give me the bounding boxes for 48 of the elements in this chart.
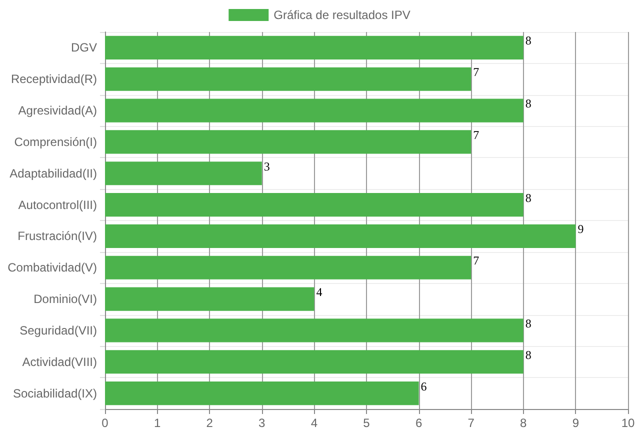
- y-tick-label: Combatividad(V): [8, 260, 97, 275]
- y-tick-label: Autocontrol(III): [18, 198, 97, 212]
- x-tick-label: 9: [572, 416, 580, 430]
- bar: [105, 350, 524, 374]
- bar: [105, 130, 472, 154]
- bar: [105, 318, 524, 342]
- y-tick-label: Frustración(IV): [18, 229, 97, 244]
- x-tick-label: 1: [154, 416, 161, 430]
- bar: [105, 67, 472, 91]
- x-tick-label: 6: [415, 416, 422, 430]
- bar: [105, 162, 262, 186]
- data-label: 3: [264, 159, 270, 174]
- x-tick-label: 2: [206, 416, 214, 430]
- data-label: 8: [525, 96, 532, 111]
- bar: [105, 98, 524, 122]
- y-tick-label: Sociabilidad(IX): [12, 386, 97, 400]
- y-tick-label: Dominio(VI): [34, 292, 97, 306]
- x-tick-label: 0: [102, 416, 109, 430]
- x-tick-label: 8: [520, 416, 528, 430]
- x-tick-label: 3: [258, 416, 266, 430]
- x-tick-label: 4: [310, 416, 318, 430]
- bar: [105, 256, 472, 280]
- data-label: 6: [420, 379, 427, 394]
- data-label: 7: [473, 65, 480, 80]
- bar: [105, 193, 524, 217]
- y-tick-label: Seguridad(VII): [20, 323, 97, 338]
- y-tick-label: DGV: [70, 40, 97, 55]
- bar: [105, 224, 576, 248]
- x-tick-label: 5: [363, 416, 370, 430]
- y-tick-label: Comprensión(I): [14, 134, 97, 149]
- data-label: 8: [525, 34, 532, 48]
- y-tick-label: Adaptabilidad(II): [10, 166, 97, 180]
- bar: [105, 36, 524, 60]
- data-label: 7: [473, 128, 480, 142]
- data-label: 8: [525, 316, 532, 330]
- y-tick-label: Receptividad(R): [10, 72, 97, 86]
- x-tick-label: 10: [621, 416, 635, 430]
- bar: [105, 382, 419, 406]
- data-label: 9: [578, 222, 584, 236]
- data-label: 7: [473, 254, 480, 268]
- data-label: 8: [525, 348, 532, 362]
- bar: [105, 287, 314, 311]
- x-tick-label: 7: [468, 416, 475, 430]
- y-tick-label: Agresividad(A): [18, 104, 97, 118]
- data-label: 8: [525, 190, 532, 205]
- legend-label: Gráfica de resultados IPV: [274, 8, 410, 22]
- data-label: 4: [316, 285, 322, 300]
- y-tick-label: Actividad(VIII): [22, 354, 97, 369]
